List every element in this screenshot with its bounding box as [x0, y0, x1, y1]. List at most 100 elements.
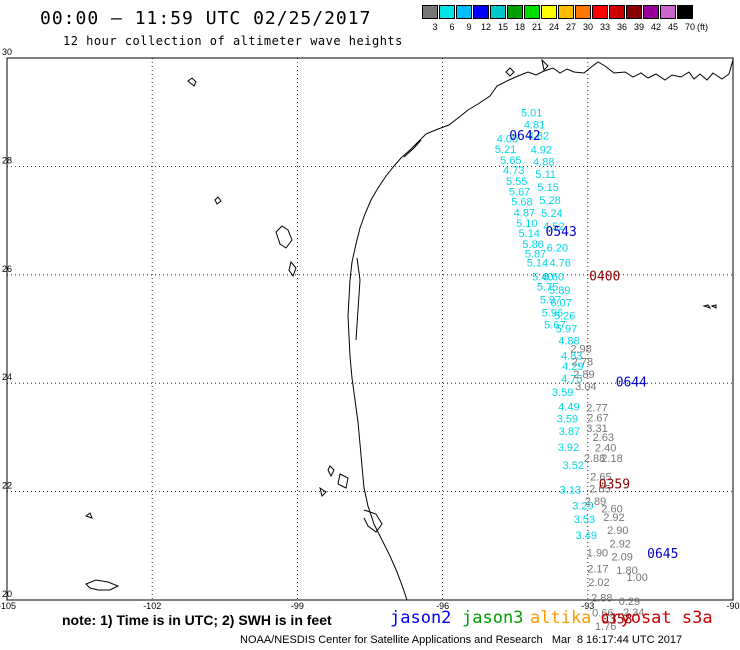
scale-label: 33 [600, 22, 611, 32]
swh-reading: 5.65 [500, 155, 521, 167]
swh-reading: 0.29 [619, 596, 640, 608]
scale-color-swatch [626, 5, 642, 19]
swh-reading: 5.14 [527, 257, 548, 269]
scale-color-swatch [439, 5, 455, 19]
scale-label: 3 [432, 22, 438, 32]
map-title: 00:00 – 11:59 UTC 02/25/2017 [40, 8, 372, 29]
swh-readings: 5.014.814.82 4.005.21 4.92 5.65 4.88 4.73 5.11… [495, 108, 648, 633]
swh-reading: 2.89 [573, 369, 594, 381]
swh-reading: 2.88 [584, 453, 605, 465]
swh-reading: 5.97 [556, 323, 577, 335]
swh-reading: 4.73 [503, 165, 524, 177]
scale-label: 36 [617, 22, 628, 32]
swh-reading: 1.80 [616, 565, 637, 577]
swh-reading: 2.89 [585, 496, 606, 508]
swh-reading: 4.92 [531, 145, 552, 157]
graticule [7, 58, 733, 600]
swh-reading: 4.00 [497, 134, 518, 146]
swh-reading: 4.82 [528, 130, 549, 142]
scale-color-swatch [643, 5, 659, 19]
scale-label: (ft) [697, 22, 708, 32]
scale-color-swatch [490, 5, 506, 19]
swh-reading: 5.75 [537, 282, 558, 294]
scale-label: 15 [498, 22, 509, 32]
scale-color-swatch [592, 5, 608, 19]
swh-reading: 3.31 [586, 423, 607, 435]
pass-time-labels: 0642 0543 0400 0644 0359 0645 0358 [509, 129, 678, 627]
swh-reading: 6.20 [547, 243, 568, 255]
swh-reading: 2.92 [603, 512, 624, 524]
map-frame [6, 57, 734, 601]
footer-timestamp: Mar 8 16:17:44 UTC 2017 [551, 634, 683, 646]
pass-time-label: 0400 [589, 269, 620, 284]
swh-reading: 2.88 [591, 592, 612, 604]
swh-reading: 3.49 [576, 530, 597, 542]
swh-reading: 2.92 [610, 539, 631, 551]
pass-time-label: 0642 [509, 129, 540, 144]
swh-reading: 4.29 [562, 361, 583, 373]
swh-reading: 5.15 [537, 182, 558, 194]
pass-time-label: 0645 [647, 547, 678, 562]
swh-reading: 5.68 [511, 197, 532, 209]
scale-color-swatch [507, 5, 523, 19]
swh-reading: 5.11 [535, 169, 556, 181]
swh-reading: 2.67 [587, 412, 608, 424]
swh-reading: 2.40 [595, 443, 616, 455]
swh-reading: 5.01 [521, 108, 542, 120]
scale-label: 70 [685, 22, 696, 32]
swh-reading: 4.83 [561, 351, 582, 363]
swh-reading: 5.67 [544, 320, 565, 332]
scale-label: 9 [466, 22, 472, 32]
islands [84, 58, 717, 591]
pass-time-label: 0359 [599, 478, 630, 493]
scale-color-swatch [422, 5, 438, 19]
legend-jason3: jason3 [462, 608, 524, 628]
pass-time-label: 0644 [616, 376, 647, 391]
legend-cryosat-s3a: cryosat s3a [600, 608, 713, 628]
swh-reading: 3.92 [558, 442, 579, 454]
swh-reading: 2.77 [586, 403, 607, 415]
longitude-label: -90 [726, 601, 739, 611]
swh-reading: 4.52 [543, 221, 564, 233]
swh-reading: 4.81 [524, 120, 545, 132]
swh-reading: 2.18 [601, 453, 622, 465]
swh-reading: 5.26 [554, 310, 575, 322]
latitude-label: 26 [2, 264, 12, 274]
scale-color-swatch [541, 5, 557, 19]
pass-time-label: 0543 [546, 225, 577, 240]
swh-reading: 1.00 [626, 572, 647, 584]
swh-reading: 2.90 [607, 525, 628, 537]
swh-reading: 2.02 [588, 577, 609, 589]
scale-label: 6 [449, 22, 455, 32]
longitude-label: -105 [0, 601, 16, 611]
latitude-label: 30 [2, 47, 12, 57]
scale-label: 12 [481, 22, 492, 32]
scale-label: 42 [651, 22, 662, 32]
swh-reading: 2.60 [601, 503, 622, 515]
swh-reading: 3.59 [557, 413, 578, 425]
swh-reading: 2.65 [590, 471, 611, 483]
swh-reading: 3.04 [575, 381, 596, 393]
swh-reading: 4.88 [558, 335, 579, 347]
swh-reading: 4.87 [514, 207, 535, 219]
scale-label: 21 [532, 22, 543, 32]
swh-reading: 3.13 [560, 484, 581, 496]
scale-color-swatch [609, 5, 625, 19]
swh-reading: 0.66 [592, 607, 613, 619]
pass-time-label: 0358 [601, 613, 632, 628]
swh-reading: 5.67 [509, 186, 530, 198]
footer: NOAA/NESDIS Center for Satellite Applica… [240, 634, 682, 646]
latitude-label: 24 [2, 372, 12, 382]
swh-reading: 5.10 [516, 218, 537, 230]
swh-reading: 5.14 [519, 228, 540, 240]
swh-reading: 3.52 [563, 460, 584, 472]
scale-color-swatch [660, 5, 676, 19]
scale-color-swatch [524, 5, 540, 19]
swh-reading: 2.63 [593, 432, 614, 444]
swh-reading: 5.28 [539, 195, 560, 207]
swh-reading: 3.87 [559, 426, 580, 438]
swh-reading: 5.96 [542, 308, 563, 320]
swh-reading: 2.78 [572, 357, 593, 369]
longitude-label: -99 [291, 601, 304, 611]
